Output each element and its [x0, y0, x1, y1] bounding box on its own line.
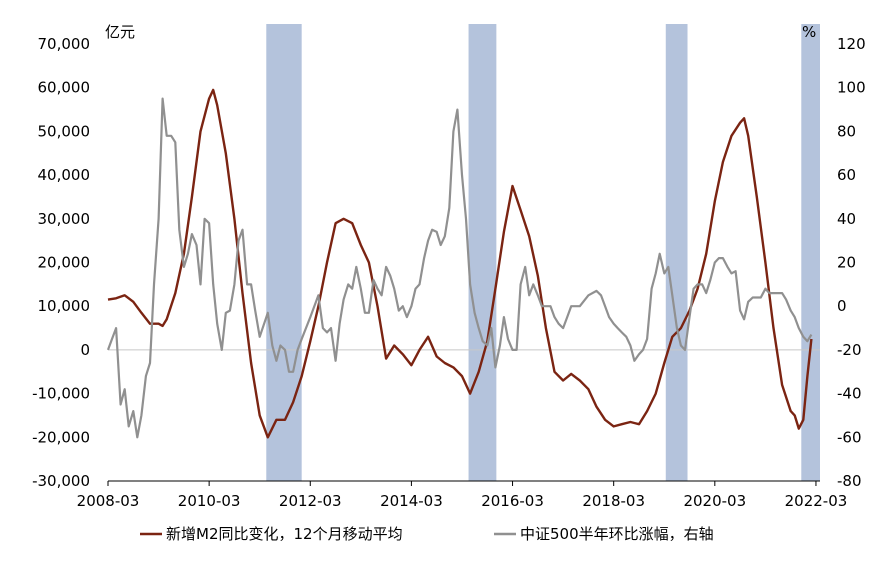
- left-tick-label: 70,000: [38, 35, 91, 53]
- left-tick-label: -30,000: [32, 472, 90, 490]
- left-tick-label: 40,000: [38, 166, 91, 184]
- x-axis-ticks: 2008-03 2010-03 2012-03 2014-03 2016-03 2018-…: [77, 481, 848, 510]
- series-line-m2: [107, 88, 813, 439]
- left-tick-label: 10,000: [38, 297, 91, 315]
- x-tick-label: 2020-03: [683, 492, 746, 510]
- right-tick-label: -60: [837, 428, 862, 446]
- shaded-periods: [266, 24, 820, 481]
- right-tick-label: 20: [837, 254, 856, 272]
- shaded-period-2: [468, 24, 497, 481]
- series-line-csi500: [106, 97, 813, 439]
- right-axis-unit: %: [802, 23, 816, 41]
- series-layer: [106, 88, 813, 439]
- x-tick-label: 2010-03: [178, 492, 241, 510]
- shaded-period-1: [266, 24, 302, 481]
- left-tick-label: 50,000: [38, 122, 91, 140]
- left-tick-label: -20,000: [32, 428, 90, 446]
- legend-label-2: 中证500半年环比涨幅，右轴: [520, 525, 714, 543]
- right-axis-ticks: 120 100 80 60 40 20 0 -20 -40 -60 -80: [837, 35, 866, 490]
- left-tick-label: 60,000: [38, 79, 91, 97]
- right-tick-label: 40: [837, 210, 856, 228]
- x-tick-label: 2022-03: [785, 492, 848, 510]
- left-axis-ticks: 70,000 60,000 50,000 40,000 30,000 20,000 10,0…: [32, 35, 90, 490]
- right-tick-label: 60: [837, 166, 856, 184]
- x-tick-label: 2016-03: [481, 492, 544, 510]
- right-tick-label: 80: [837, 122, 856, 140]
- x-tick-label: 2012-03: [279, 492, 342, 510]
- left-tick-label: 30,000: [38, 210, 91, 228]
- legend: 新增M2同比变化，12个月移动平均 中证500半年环比涨幅，右轴: [140, 525, 714, 543]
- left-tick-label: 20,000: [38, 254, 91, 272]
- shaded-period-4: [801, 24, 820, 481]
- right-tick-label: 100: [837, 79, 866, 97]
- x-tick-label: 2008-03: [77, 492, 140, 510]
- x-tick-label: 2014-03: [380, 492, 443, 510]
- x-tick-label: 2018-03: [582, 492, 645, 510]
- right-tick-label: 0: [837, 297, 847, 315]
- left-axis-unit: 亿元: [105, 23, 135, 41]
- right-tick-label: -20: [837, 341, 862, 359]
- right-tick-label: -40: [837, 385, 862, 403]
- shaded-period-3: [665, 24, 688, 481]
- right-tick-label: -80: [837, 472, 862, 490]
- left-tick-label: 0: [80, 341, 90, 359]
- left-tick-label: -10,000: [32, 385, 90, 403]
- right-tick-label: 120: [837, 35, 866, 53]
- legend-label-1: 新增M2同比变化，12个月移动平均: [166, 525, 403, 543]
